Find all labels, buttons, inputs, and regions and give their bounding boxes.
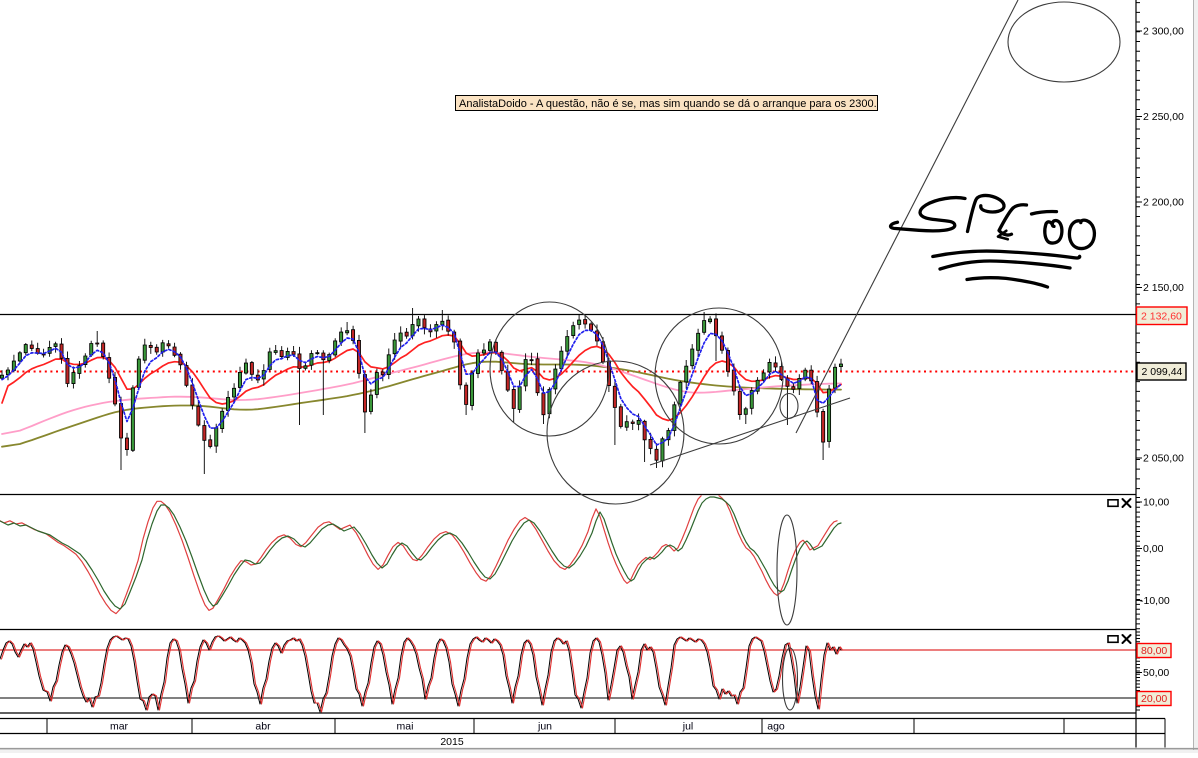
svg-text:-10,00: -10,00 (1140, 595, 1170, 607)
svg-text:jun: jun (537, 721, 552, 733)
svg-text:50,00: 50,00 (1143, 667, 1169, 679)
svg-text:20,00: 20,00 (1141, 693, 1167, 705)
svg-text:2 250,00: 2 250,00 (1143, 111, 1184, 123)
svg-text:2 150,00: 2 150,00 (1143, 282, 1184, 294)
svg-text:mar: mar (110, 721, 129, 733)
svg-text:80,00: 80,00 (1141, 645, 1167, 657)
svg-text:0,00: 0,00 (1143, 543, 1164, 555)
svg-text:2 132,60: 2 132,60 (1141, 310, 1182, 322)
svg-text:AnalistaDoido - A questão, não: AnalistaDoido - A questão, não é se, mas… (459, 98, 877, 110)
svg-text:abr: abr (255, 721, 271, 733)
svg-text:2 300,00: 2 300,00 (1143, 26, 1184, 38)
svg-text:10,00: 10,00 (1143, 497, 1169, 509)
svg-text:2015: 2015 (440, 736, 464, 748)
svg-text:2 099,44: 2 099,44 (1142, 366, 1183, 378)
svg-text:2 050,00: 2 050,00 (1143, 453, 1184, 465)
svg-text:2 200,00: 2 200,00 (1143, 197, 1184, 209)
svg-text:mai: mai (397, 721, 414, 733)
svg-text:ago: ago (767, 721, 785, 733)
svg-text:jul: jul (682, 721, 694, 733)
